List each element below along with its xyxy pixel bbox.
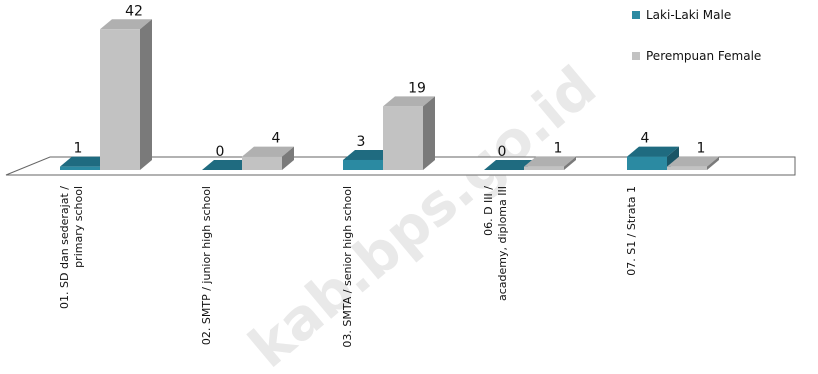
- bar-female-5: [667, 156, 719, 170]
- data-labels-group: 1 0 3 0 4 42 4 19 1 1: [74, 3, 706, 160]
- bar-female-3: [383, 96, 435, 170]
- bar-male-2: [202, 160, 254, 170]
- bar-top-face: [242, 146, 294, 157]
- bar-side-face: [564, 156, 576, 170]
- bar-female-2: [242, 146, 294, 170]
- data-label-female-4: 1: [554, 141, 563, 157]
- bar-top-face: [343, 149, 395, 160]
- data-label-male-2: 0: [216, 144, 225, 160]
- bar-front-face: [383, 106, 423, 170]
- bar-top-face: [100, 19, 152, 30]
- bar-top-face: [524, 156, 576, 167]
- bar-female-4: [524, 156, 576, 170]
- bar-front-face: [627, 156, 667, 170]
- legend-item-male: Laki-Laki Male: [632, 8, 731, 22]
- bar-side-face: [707, 156, 719, 170]
- bar-top-face: [202, 160, 254, 170]
- data-label-female-3: 19: [408, 80, 426, 96]
- legend-label-female: Perempuan Female: [646, 49, 761, 63]
- bar-top-face: [60, 156, 112, 167]
- bar-side-face: [423, 96, 435, 170]
- bar-front-face: [100, 29, 140, 170]
- legend-item-female: Perempuan Female: [632, 49, 761, 63]
- bar-top-face: [667, 156, 719, 167]
- bar-front-face: [60, 166, 100, 170]
- legend-swatch-male: [632, 11, 640, 19]
- category-label-2: 02. SMTP / junior high school: [200, 186, 213, 345]
- bar-front-face: [524, 166, 564, 170]
- category-label-1: 01. SD dan sederajat /primary school: [58, 186, 85, 309]
- data-label-male-1: 1: [74, 141, 83, 157]
- bars-group: [60, 19, 719, 170]
- category-label-5: 07. S1 / Strata 1: [625, 186, 638, 276]
- bar-front-face: [343, 159, 383, 170]
- bar-female-1: [100, 19, 152, 170]
- bar-male-4: [484, 160, 536, 170]
- legend-label-male: Laki-Laki Male: [646, 8, 731, 22]
- data-label-female-2: 4: [272, 131, 281, 147]
- bar-top-face: [627, 146, 679, 157]
- data-label-male-3: 3: [357, 134, 366, 150]
- bar-top-face: [383, 96, 435, 107]
- category-labels-group: 01. SD dan sederajat /primary school 02. …: [58, 186, 638, 348]
- category-label-3: 03. SMTA / senior high school: [341, 186, 354, 348]
- data-label-male-5: 4: [641, 131, 650, 147]
- data-label-male-4: 0: [498, 144, 507, 160]
- bar-top-face: [484, 160, 536, 170]
- legend-swatch-female: [632, 52, 640, 60]
- data-label-female-5: 1: [697, 141, 706, 157]
- category-label-4: 06. D III /academy, diploma III: [482, 186, 509, 301]
- bar-side-face: [282, 146, 294, 170]
- bar-front-face: [667, 166, 707, 170]
- bar-front-face: [242, 156, 282, 170]
- bar-side-face: [140, 19, 152, 170]
- legend: Laki-Laki Male Perempuan Female: [632, 8, 761, 63]
- data-label-female-1: 42: [125, 3, 143, 19]
